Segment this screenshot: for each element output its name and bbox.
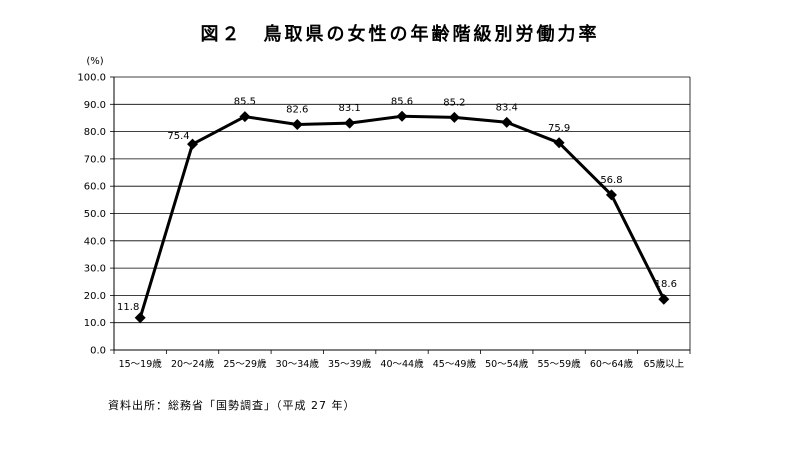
x-tick-label: 55～59歳 <box>537 358 581 370</box>
data-label: 85.6 <box>391 96 413 107</box>
x-tick-label: 20～24歳 <box>171 358 215 370</box>
data-label: 75.9 <box>548 123 570 134</box>
series-line <box>138 114 666 319</box>
y-tick-label: 80.0 <box>84 127 106 138</box>
data-point-marker <box>291 119 303 131</box>
data-label: 18.6 <box>655 279 677 290</box>
data-point-marker <box>605 189 617 201</box>
x-tick-label: 65歳以上 <box>644 358 685 370</box>
data-label: 85.2 <box>443 97 465 108</box>
y-tick-label: 40.0 <box>84 236 106 247</box>
data-label: 83.1 <box>339 103 361 114</box>
data-point-marker <box>134 312 146 324</box>
x-tick-label: 15～19歳 <box>119 358 163 370</box>
y-tick-label: 60.0 <box>84 182 106 193</box>
data-point-marker <box>658 293 670 305</box>
data-label: 56.8 <box>600 175 622 186</box>
x-tick-label: 40～44歳 <box>380 358 424 370</box>
data-point-marker <box>553 137 565 149</box>
data-point-marker <box>501 116 513 128</box>
data-point-marker <box>239 111 251 123</box>
source-note: 資料出所：総務省「国勢調査」（平成 27 年） <box>108 399 356 412</box>
y-tick-label: 20.0 <box>84 291 106 302</box>
x-tick-label: 50～54歳 <box>485 358 529 370</box>
y-tick-label: 90.0 <box>84 100 106 111</box>
data-point-marker <box>448 111 460 123</box>
data-point-marker <box>396 110 408 122</box>
data-point-marker <box>344 117 356 129</box>
data-label: 85.5 <box>234 97 256 108</box>
data-point-marker <box>187 138 199 150</box>
data-label: 82.6 <box>286 105 308 116</box>
y-tick-label: 10.0 <box>84 318 106 329</box>
y-tick-label: 100.0 <box>77 73 106 84</box>
x-tick-label: 30～34歳 <box>276 358 320 370</box>
y-tick-label: 0.0 <box>90 346 106 357</box>
data-label: 11.8 <box>117 302 139 313</box>
chart-title: 図２ 鳥取県の女性の年齢階級別労働力率 <box>200 24 600 45</box>
x-tick-label: 45～49歳 <box>433 358 477 370</box>
data-label: 83.4 <box>496 102 518 113</box>
y-tick-label: 50.0 <box>84 209 106 220</box>
y-axis-unit: (%) <box>86 56 103 67</box>
x-tick-label: 35～39歳 <box>328 358 372 370</box>
x-tick-label: 25～29歳 <box>223 358 267 370</box>
x-tick-label: 60～64歳 <box>590 358 634 370</box>
data-label: 75.4 <box>167 131 189 142</box>
y-tick-label: 70.0 <box>84 154 106 165</box>
y-tick-label: 30.0 <box>84 264 106 275</box>
